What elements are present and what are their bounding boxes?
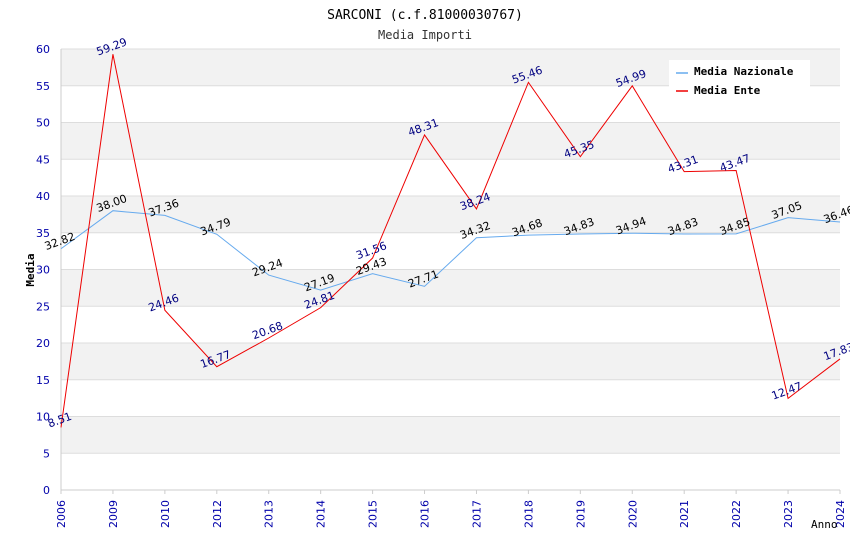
y-tick-label: 35 <box>36 227 50 240</box>
x-axis-label: Anno <box>811 518 838 531</box>
x-tick-label: 2022 <box>730 500 743 528</box>
x-tick-label: 2006 <box>55 500 68 528</box>
y-tick-label: 15 <box>36 374 50 387</box>
x-tick-label: 2013 <box>263 500 276 528</box>
x-tick-label: 2023 <box>782 500 795 528</box>
series-line-nazionale <box>60 210 841 291</box>
grid-band <box>61 269 840 307</box>
x-tick-label: 2017 <box>470 500 483 528</box>
y-tick-label: 30 <box>36 264 50 277</box>
y-tick-label: 55 <box>36 80 50 93</box>
x-tick-label: 2012 <box>211 500 224 528</box>
x-tick-label: 2024 <box>834 500 847 528</box>
x-tick-label: 2016 <box>419 500 432 528</box>
y-tick-label: 40 <box>36 190 50 203</box>
x-tick-label: 2019 <box>574 500 587 528</box>
y-tick-label: 20 <box>36 337 50 350</box>
series-line-ente <box>60 54 841 428</box>
gridlines <box>61 48 840 491</box>
series-lines <box>60 54 841 428</box>
x-tick-label: 2018 <box>522 500 535 528</box>
grid-band <box>61 343 840 380</box>
plot-bands <box>61 49 840 454</box>
x-tick-label: 2014 <box>315 500 328 528</box>
axes <box>60 49 841 494</box>
y-tick-label: 10 <box>36 411 50 424</box>
grid-band <box>61 416 840 454</box>
y-tick-label: 25 <box>36 300 50 313</box>
x-tick-label: 2021 <box>678 500 691 528</box>
y-axis-label: Media <box>24 253 37 286</box>
chart-title: SARCONI (c.f.81000030767) <box>327 8 523 23</box>
y-tick-labels: 0 5 10 15 20 25 30 35 40 45 50 55 60 <box>36 43 50 497</box>
grid-band <box>61 122 840 160</box>
x-tick-label: 2015 <box>367 500 380 528</box>
y-tick-label: 50 <box>36 117 50 130</box>
y-tick-label: 45 <box>36 153 50 166</box>
y-tick-label: 60 <box>36 43 50 56</box>
y-tick-label: 5 <box>43 447 50 460</box>
legend-box <box>669 60 810 100</box>
chart-subtitle: Media Importi <box>378 28 472 42</box>
data-label: 12.47 <box>770 380 804 403</box>
grid-band <box>61 196 840 233</box>
y-tick-label: 0 <box>43 484 50 497</box>
legend: Media Nazionale Media Ente <box>669 60 810 100</box>
legend-label-nazionale: Media Nazionale <box>694 65 794 78</box>
x-tick-labels: 2006 2009 2010 2012 2013 2014 2015 2016 2017 2018… <box>55 500 847 528</box>
x-tick-label: 2010 <box>159 500 172 528</box>
x-tick-label: 2020 <box>626 500 639 528</box>
x-tick-label: 2009 <box>107 500 120 528</box>
legend-label-ente: Media Ente <box>694 84 761 97</box>
